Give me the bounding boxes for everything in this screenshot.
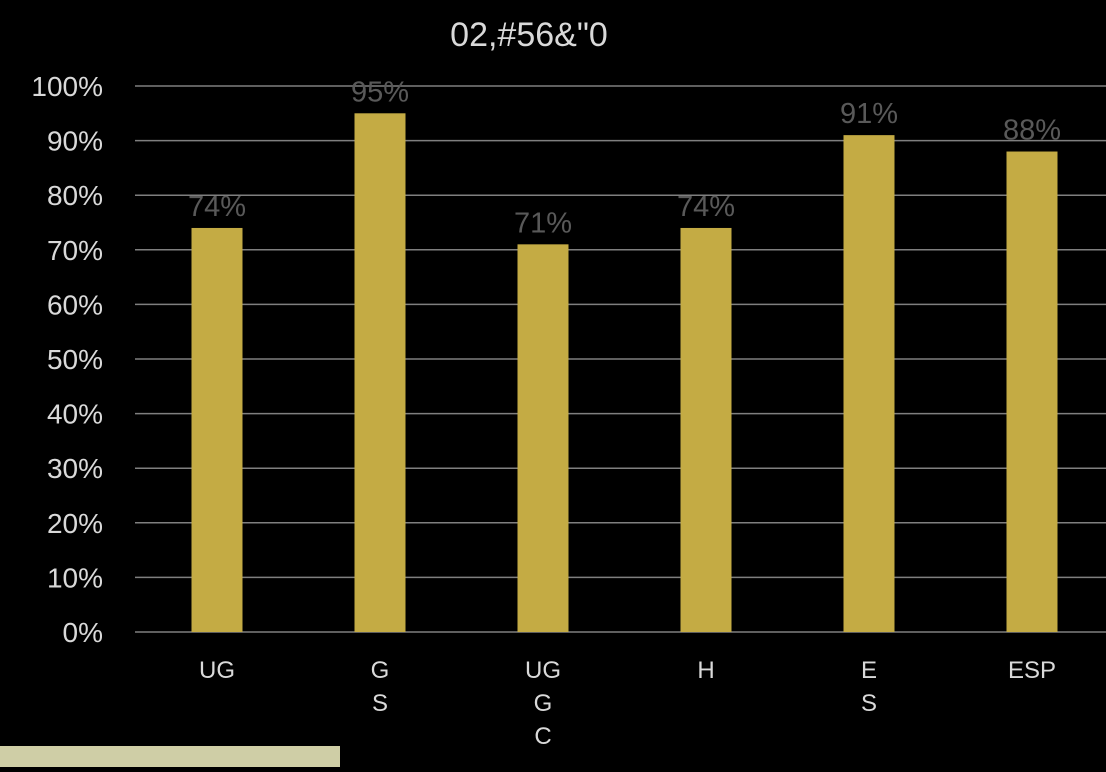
y-tick-label: 30% bbox=[47, 453, 103, 484]
x-tick-label: ESP bbox=[1008, 657, 1056, 684]
x-tick-label: H bbox=[697, 657, 714, 684]
chart-title: 02,#56&"0 bbox=[450, 16, 608, 54]
value-labels: 74% 95% 71% 74% 91% 88% bbox=[188, 76, 1061, 239]
y-tick-label: 10% bbox=[47, 562, 103, 593]
x-tick-label-line: UG bbox=[525, 657, 561, 684]
y-tick-label: 100% bbox=[31, 71, 103, 102]
bar-value-label: 88% bbox=[1003, 115, 1061, 147]
gridlines bbox=[135, 85, 1106, 633]
y-tick-label: 20% bbox=[47, 508, 103, 539]
x-tick-label-line: E bbox=[861, 657, 877, 684]
x-tick-label-line: C bbox=[534, 723, 551, 750]
x-tick-label-line: ESP bbox=[1008, 657, 1056, 684]
x-tick-label-line: S bbox=[372, 690, 388, 717]
bar bbox=[843, 135, 895, 632]
footer-strip bbox=[0, 746, 340, 767]
bar bbox=[517, 244, 569, 632]
x-tick-label: UG G C bbox=[525, 657, 561, 750]
bar-value-label: 71% bbox=[514, 207, 572, 239]
y-tick-label: 50% bbox=[47, 344, 103, 375]
bar-value-label: 91% bbox=[840, 98, 898, 130]
x-tick-label-line: UG bbox=[199, 657, 235, 684]
bar-value-label: 95% bbox=[351, 76, 409, 108]
x-tick-label-line: H bbox=[697, 657, 714, 684]
x-tick-label-line: G bbox=[534, 690, 553, 717]
x-tick-label-line: G bbox=[371, 657, 390, 684]
y-tick-label: 80% bbox=[47, 180, 103, 211]
bars bbox=[191, 113, 1058, 633]
y-tick-label: 90% bbox=[47, 126, 103, 157]
x-tick-label-line: S bbox=[861, 690, 877, 717]
y-tick-label: 60% bbox=[47, 289, 103, 320]
bar-value-label: 74% bbox=[677, 191, 735, 223]
x-tick-label: UG bbox=[199, 657, 235, 684]
y-tick-label: 40% bbox=[47, 399, 103, 430]
y-tick-label: 70% bbox=[47, 235, 103, 266]
y-axis-tick-labels: 0% 10% 20% 30% 40% 50% 60% 70% 80% 90% 100% bbox=[31, 71, 103, 648]
bar bbox=[191, 227, 243, 632]
y-tick-label: 0% bbox=[63, 617, 103, 648]
bar bbox=[1006, 151, 1058, 632]
bar bbox=[680, 227, 732, 632]
bar bbox=[354, 113, 406, 633]
bar-value-label: 74% bbox=[188, 191, 246, 223]
